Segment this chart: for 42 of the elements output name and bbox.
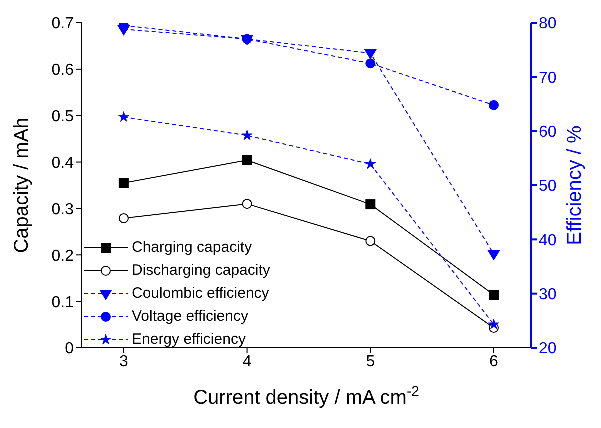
point [488, 318, 500, 330]
point [488, 290, 499, 300]
point [242, 155, 252, 166]
y-tick-label: 0 [65, 340, 74, 358]
point [242, 130, 253, 140]
y-tick-label: 0.4 [52, 154, 74, 172]
point [488, 250, 500, 260]
legend-label: Discharging capacity [132, 262, 270, 279]
y2-tick-label: 30 [539, 286, 557, 304]
y2-tick-label: 60 [539, 124, 557, 142]
point [488, 100, 499, 110]
y-tick-label: 0.2 [52, 248, 74, 265]
x-tick-label: 5 [366, 353, 376, 370]
y2-tick-label: 20 [539, 340, 557, 358]
y-tick-label: 0.3 [52, 201, 74, 218]
y2-tick-label: 40 [539, 232, 557, 250]
x-tick-label: 6 [490, 353, 499, 370]
y-tick-label: 0.7 [52, 16, 74, 33]
y-axis-title: Capacity / mAh [11, 118, 33, 254]
legend-label: Voltage efficiency [132, 308, 248, 325]
legend-label: Energy efficiency [132, 331, 246, 348]
point [365, 158, 376, 170]
x-axis-title: Current density / mA cm$^{-2}$ [194, 383, 420, 409]
point [366, 200, 376, 210]
x-tick-label: 4 [242, 353, 252, 370]
point [364, 49, 377, 60]
point [118, 178, 129, 188]
point [242, 199, 252, 210]
y2-tick-label: 50 [539, 178, 557, 196]
y-tick-label: 0.5 [52, 108, 74, 126]
legend-label: Coulombic efficiency [132, 285, 270, 302]
y-tick-label: 0.6 [52, 62, 74, 80]
y2-tick-label: 80 [539, 16, 557, 33]
point [366, 236, 376, 246]
y2-axis-title: Efficiency / % [564, 125, 586, 246]
y2-tick-label: 70 [539, 70, 557, 87]
point [118, 213, 129, 224]
legend-label: Charging capacity [132, 239, 252, 256]
x-tick-label: 3 [119, 353, 128, 370]
point [366, 58, 376, 69]
y-tick-label: 0.1 [52, 294, 74, 312]
point [118, 112, 130, 122]
